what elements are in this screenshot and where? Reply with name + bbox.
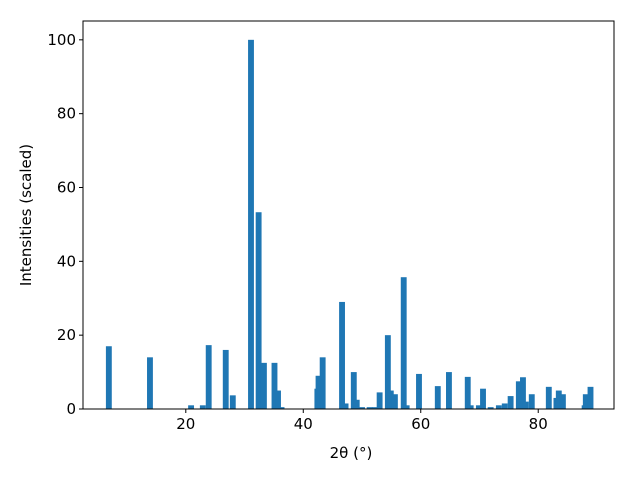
bar [559,394,566,409]
x-tick-label: 80 [529,415,548,433]
bar [278,407,285,409]
bar [416,373,422,409]
bar [582,394,589,409]
bar [339,301,345,409]
bar [222,349,229,409]
bar [260,362,267,409]
y-tick-label: 80 [57,105,76,123]
bar [359,407,365,409]
bar [464,376,471,409]
bar [384,335,391,409]
y-tick-label: 40 [57,252,76,270]
y-tick-label: 100 [47,31,76,49]
y-axis-label: Intensities (scaled) [17,144,35,286]
bar [434,386,441,409]
bar [319,357,326,409]
plot-frame [82,20,615,410]
bar [515,381,522,409]
bar [147,357,153,409]
bar [501,403,508,409]
bar [487,407,494,409]
bar [520,377,526,409]
bar [480,388,486,409]
bar [105,346,112,409]
bar [350,372,357,409]
bar [467,405,474,409]
x-axis-label: 2θ (°) [330,444,373,462]
bar [400,277,407,409]
bar [387,390,394,409]
x-tick-label: 20 [176,415,195,433]
bar [522,401,529,409]
bar [507,396,514,409]
bar [188,405,195,409]
bar [275,390,281,409]
bar [371,407,378,409]
bar [366,407,373,409]
bar [376,392,383,409]
bar [205,345,212,409]
bar [248,39,254,409]
y-tick-label: 60 [57,178,76,196]
bar [391,394,398,409]
bar [353,399,360,409]
bar [446,372,452,409]
y-tick-label: 20 [57,326,76,344]
bar [229,395,236,409]
bar [255,212,262,409]
x-tick-label: 40 [294,415,313,433]
y-tick-label: 0 [66,400,76,418]
bar [528,394,535,409]
bar [555,390,562,409]
bar [587,386,594,409]
bar [271,362,278,409]
bar [475,405,482,409]
bar [495,405,502,409]
bar [403,405,410,409]
bar [342,403,349,409]
bar [545,386,552,409]
bar [199,405,206,409]
x-tick-label: 60 [411,415,430,433]
bar [315,375,322,409]
